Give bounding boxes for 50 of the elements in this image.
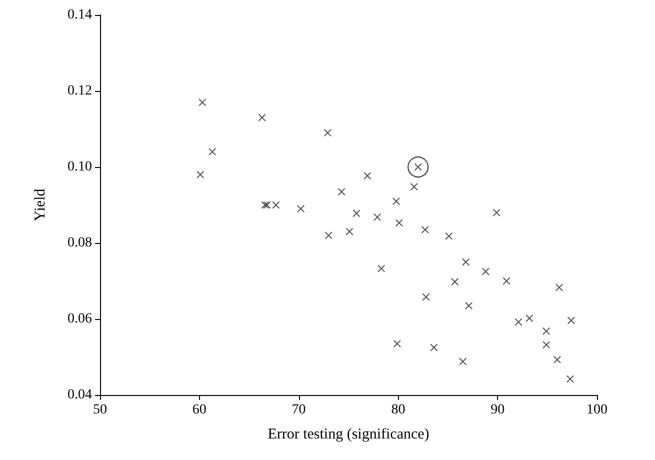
y-tick-label: 0.06 xyxy=(68,312,92,326)
point xyxy=(352,210,360,217)
point xyxy=(325,232,332,239)
point xyxy=(514,318,522,326)
point xyxy=(482,268,490,275)
point xyxy=(566,376,574,383)
point xyxy=(410,183,418,190)
point xyxy=(568,317,575,324)
point xyxy=(556,284,563,291)
point xyxy=(526,314,533,322)
y-tick-label: 0.10 xyxy=(68,160,92,174)
point xyxy=(554,356,561,364)
point xyxy=(208,148,216,156)
y-axis-title: Yield xyxy=(32,188,48,222)
point xyxy=(451,278,458,286)
point xyxy=(364,172,371,180)
point xyxy=(392,198,400,205)
point xyxy=(394,340,401,348)
point xyxy=(374,214,381,221)
x-tick-label: 70 xyxy=(292,402,306,418)
point xyxy=(378,264,385,272)
point xyxy=(503,278,510,284)
point xyxy=(272,202,280,208)
x-tick-label: 60 xyxy=(192,402,206,418)
point xyxy=(465,302,472,310)
point xyxy=(459,358,466,366)
x-tick-label: 100 xyxy=(586,402,608,418)
point xyxy=(422,226,429,234)
point xyxy=(338,188,346,196)
point xyxy=(324,129,332,136)
point xyxy=(422,293,430,300)
y-tick-label: 0.04 xyxy=(68,388,92,402)
point xyxy=(445,232,452,240)
point xyxy=(542,341,550,348)
point xyxy=(493,209,500,216)
y-tick-label: 0.08 xyxy=(68,236,92,250)
point xyxy=(258,114,266,122)
x-axis-title: Error testing (significance) xyxy=(268,426,430,442)
x-tick-label: 90 xyxy=(490,402,505,418)
y-tick-label: 0.12 xyxy=(68,84,92,98)
point xyxy=(297,205,304,212)
point xyxy=(346,228,353,236)
point xyxy=(196,171,204,178)
point xyxy=(542,328,550,335)
point xyxy=(198,98,206,106)
x-tick-label: 50 xyxy=(93,402,107,418)
point xyxy=(430,344,438,351)
y-tick-label: 0.14 xyxy=(68,8,92,22)
point xyxy=(396,219,403,226)
x-tick-label: 80 xyxy=(391,402,406,418)
